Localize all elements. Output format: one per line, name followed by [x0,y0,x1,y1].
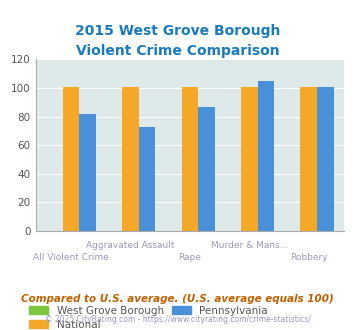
Bar [241,86,258,231]
Text: Aggravated Assault: Aggravated Assault [86,241,175,250]
Text: Rape: Rape [179,253,201,262]
Legend: West Grove Borough, National, Pennsylvania: West Grove Borough, National, Pennsylvan… [25,301,272,330]
Bar [63,86,80,231]
Bar [122,86,139,231]
Text: Compared to U.S. average. (U.S. average equals 100): Compared to U.S. average. (U.S. average … [21,294,334,304]
Text: 2015 West Grove Borough
Violent Crime Comparison: 2015 West Grove Borough Violent Crime Co… [75,24,280,58]
Bar [258,81,274,231]
Bar [317,86,334,231]
Bar [198,107,215,231]
Bar [80,114,96,231]
Text: Robbery: Robbery [290,253,328,262]
Bar [139,127,155,231]
Text: © 2025 CityRating.com - https://www.cityrating.com/crime-statistics/: © 2025 CityRating.com - https://www.city… [45,315,310,324]
Bar [300,86,317,231]
Text: Murder & Mans...: Murder & Mans... [211,241,288,250]
Bar [182,86,198,231]
Text: All Violent Crime: All Violent Crime [33,253,109,262]
